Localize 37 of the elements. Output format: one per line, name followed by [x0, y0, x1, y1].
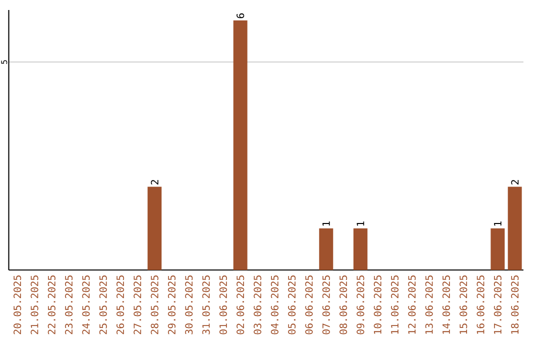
- x-tick-label: 27.05.2025: [134, 276, 142, 334]
- x-tick-label: 16.06.2025: [476, 276, 484, 334]
- x-tick-label: 10.06.2025: [374, 276, 382, 334]
- x-tick-label: 11.06.2025: [390, 276, 399, 334]
- x-tick-label: 25.05.2025: [99, 276, 107, 334]
- x-tick-label: 02.06.2025: [236, 276, 244, 334]
- x-tick-label: 18.06.2025: [511, 276, 519, 334]
- x-tick-label: 01.06.2025: [219, 276, 227, 334]
- x-tick-label: 28.05.2025: [150, 276, 158, 334]
- x-tick-label: 05.06.2025: [288, 276, 296, 334]
- x-tick-label: 09.06.2025: [356, 276, 364, 334]
- data-label: 6: [236, 13, 244, 18]
- x-tick-label: 20.05.2025: [14, 276, 22, 334]
- x-tick-label: 30.05.2025: [185, 276, 193, 334]
- x-tick-label: 14.06.2025: [442, 276, 450, 334]
- data-label: 2: [150, 180, 158, 184]
- x-tick-label: 17.06.2025: [494, 276, 502, 334]
- x-tick-label: 26.05.2025: [116, 276, 124, 334]
- data-label: 2: [511, 180, 519, 184]
- data-label: 1: [494, 221, 502, 226]
- y-tick-label: 5: [1, 60, 8, 64]
- x-tick-label: 22.05.2025: [48, 276, 56, 334]
- x-tick-label: 12.06.2025: [408, 276, 416, 334]
- x-tick-label: 21.05.2025: [30, 276, 38, 334]
- x-tick-label: 03.06.2025: [254, 276, 262, 334]
- x-tick-label: 15.06.2025: [460, 276, 468, 334]
- x-tick-label: 08.06.2025: [340, 276, 348, 334]
- x-tick-label: 13.06.2025: [425, 276, 433, 334]
- x-tick-label: 24.05.2025: [82, 276, 90, 334]
- data-label: 1: [356, 221, 364, 226]
- x-tick-label: 07.06.2025: [322, 276, 330, 334]
- x-tick-label: 06.06.2025: [305, 276, 313, 334]
- x-tick-label: 04.06.2025: [270, 276, 278, 334]
- x-tick-label: 31.05.2025: [202, 276, 210, 334]
- x-tick-label: 29.05.2025: [168, 276, 176, 334]
- x-tick-label: 23.05.2025: [65, 276, 73, 334]
- data-label: 1: [322, 221, 330, 226]
